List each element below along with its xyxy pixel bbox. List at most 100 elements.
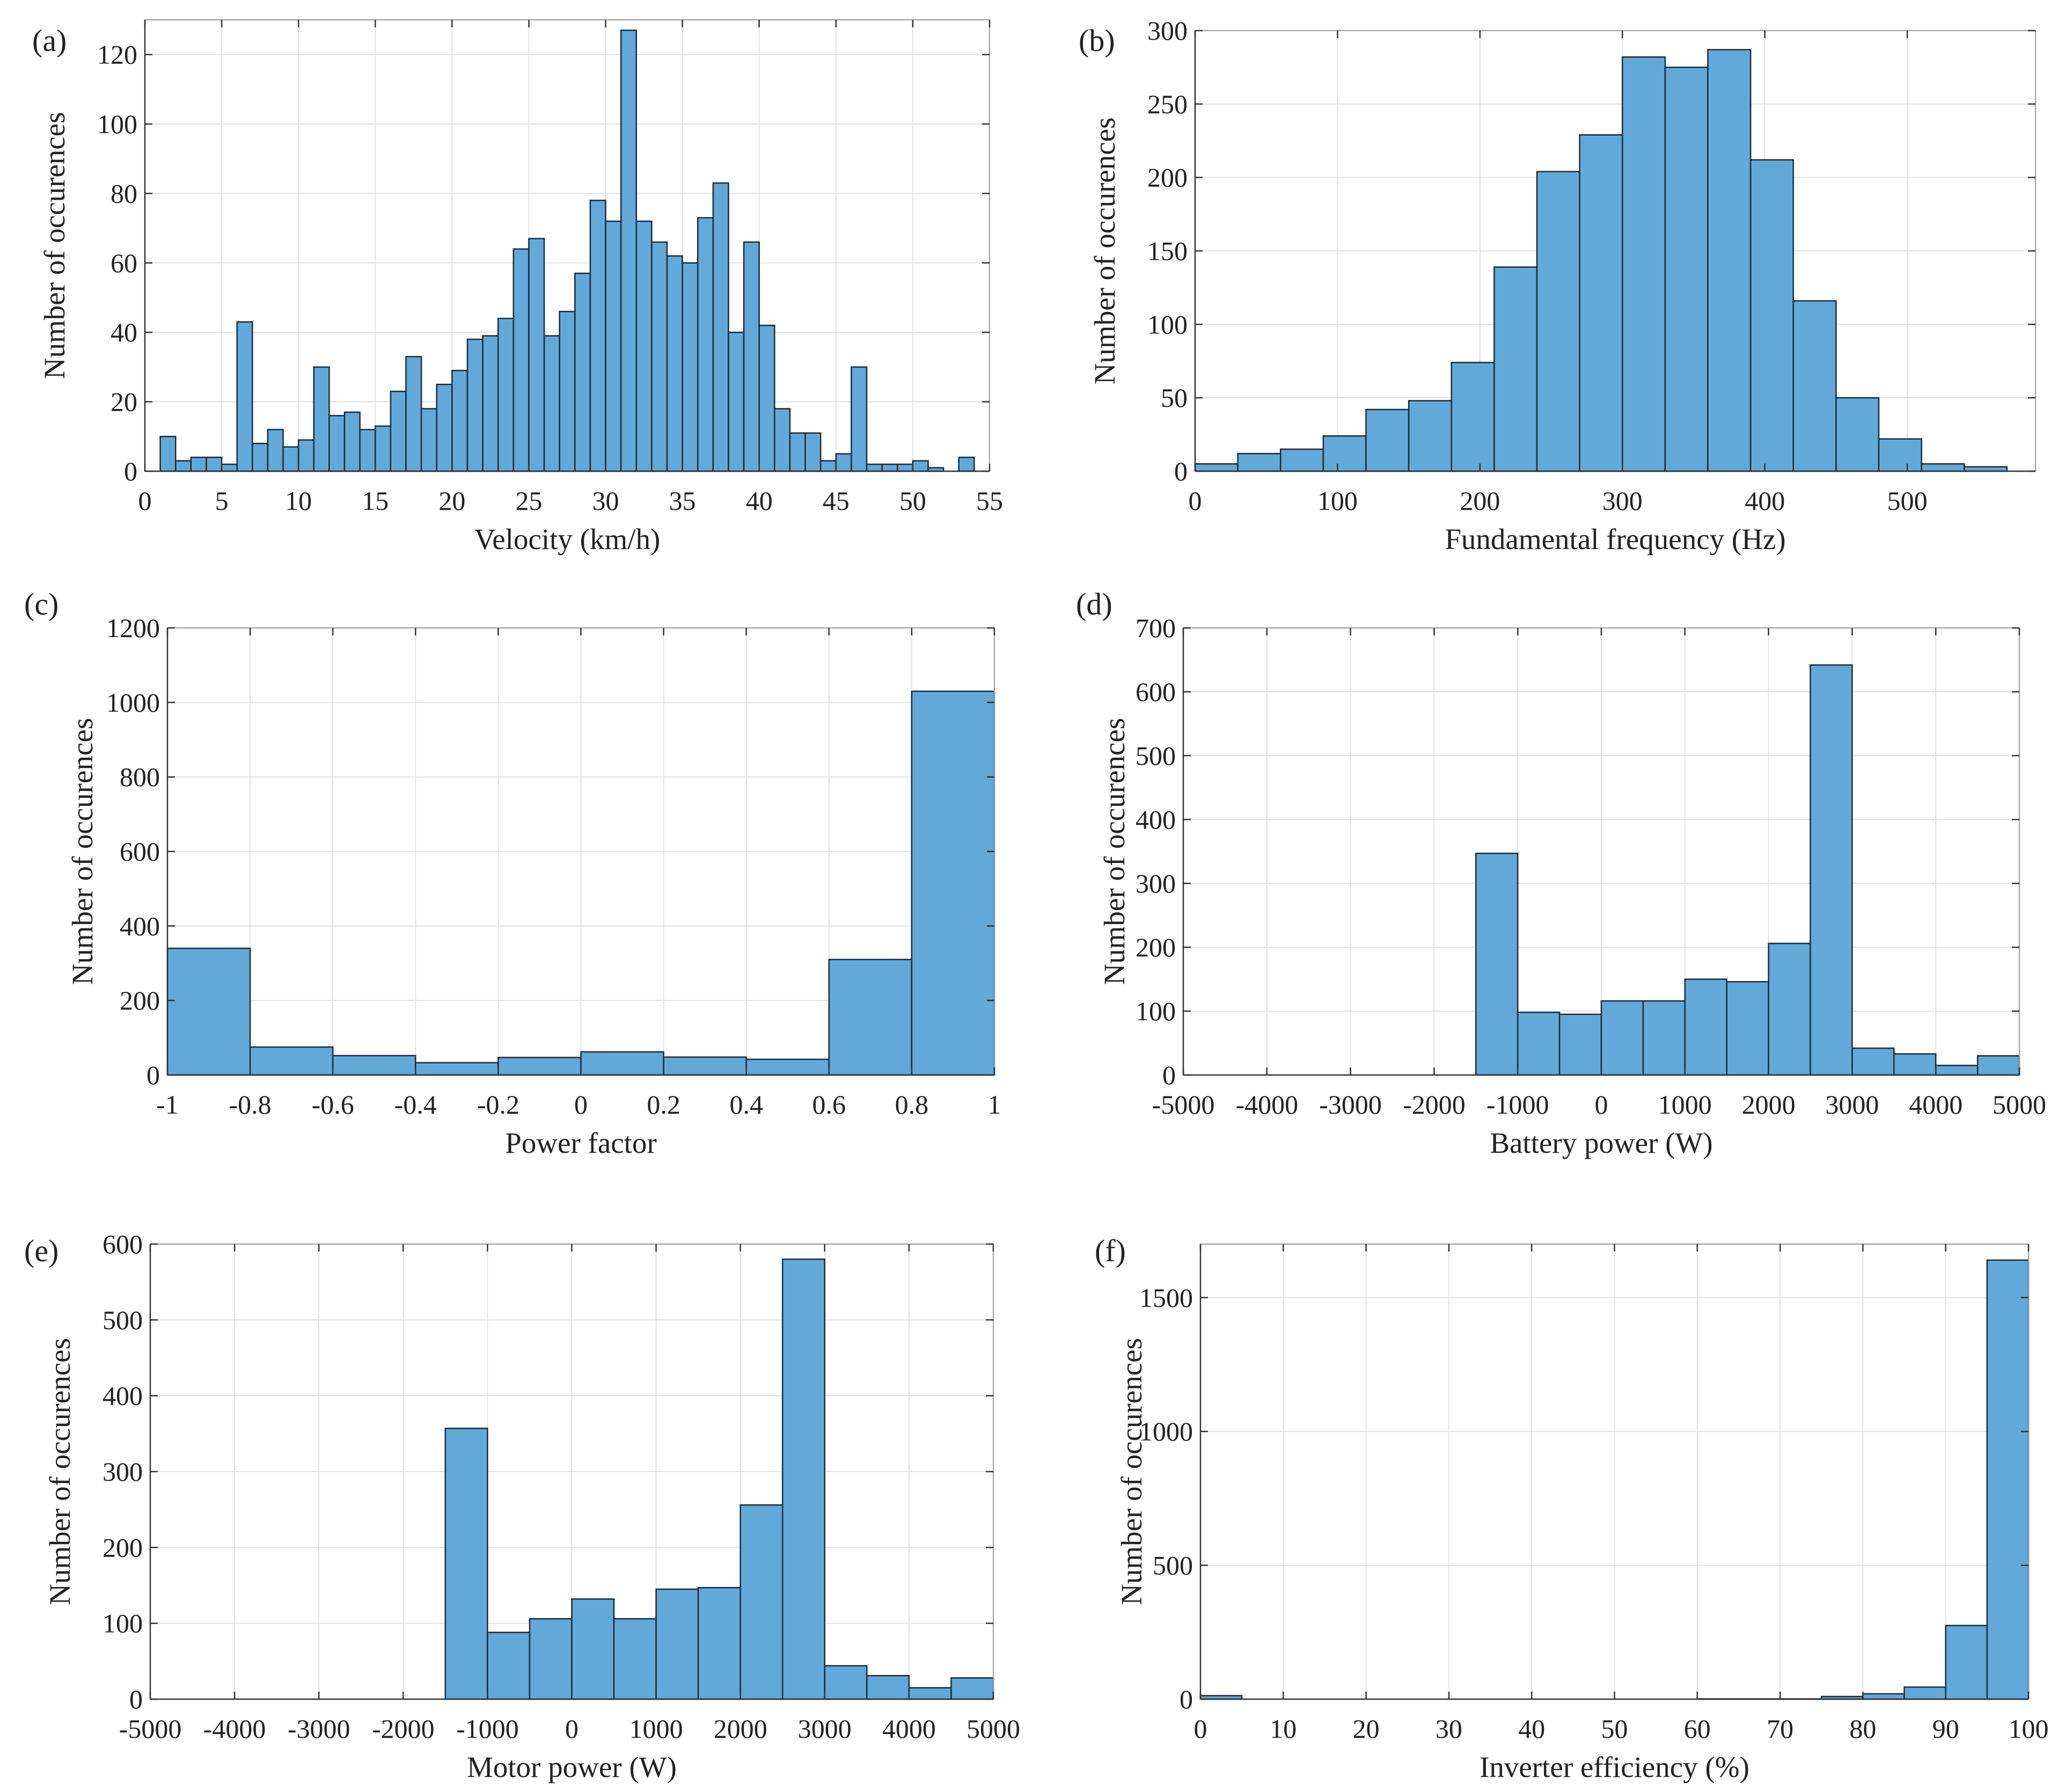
histogram-bar	[580, 1051, 664, 1076]
histogram-bar	[1945, 1625, 1988, 1700]
panel-b: 0 100 200 300 400 500 0 50 100 150 200 250 300 Fundam…	[1079, 16, 2036, 555]
y-tick-label: 200	[102, 1532, 143, 1562]
x-tick-label: 5000	[1993, 1089, 2046, 1120]
histogram-bar	[635, 220, 653, 472]
x-tick-label: 4000	[1909, 1089, 1962, 1120]
x-tick-label: 0	[138, 486, 152, 516]
x-tick-label: -0.2	[477, 1089, 519, 1120]
y-tick-label: 150	[1147, 236, 1188, 266]
x-tick-label: 80	[1849, 1714, 1876, 1744]
y-tick-label: 1000	[1139, 1416, 1193, 1446]
x-tick-label: 1	[988, 1089, 1001, 1120]
histogram-bar	[912, 460, 929, 472]
x-axis-label: Inverter efficiency (%)	[1480, 1751, 1749, 1783]
histogram-bar	[697, 217, 714, 472]
histogram-bar	[835, 453, 852, 472]
histogram-bar	[1903, 1686, 1946, 1700]
y-axis-label: Number of occurences	[1088, 118, 1121, 385]
x-axis-label: Battery power (W)	[1490, 1127, 1712, 1159]
x-tick-label: 0	[1194, 1714, 1207, 1744]
histogram-bar	[1365, 408, 1410, 472]
histogram-bar	[620, 30, 638, 472]
y-tick-label: 300	[102, 1457, 143, 1487]
x-tick-label: 0	[1595, 1089, 1608, 1120]
histogram-bar	[444, 1428, 488, 1700]
histogram-bar	[1475, 852, 1519, 1076]
histogram-bar	[828, 959, 913, 1076]
y-tick-label: 500	[1153, 1550, 1193, 1581]
histogram-bar	[897, 463, 914, 472]
histogram-bar	[1600, 1000, 1644, 1076]
histogram-bar	[466, 338, 484, 472]
histogram-bar	[739, 1504, 783, 1700]
x-tick-label: 0.8	[895, 1089, 929, 1120]
histogram-bar	[1194, 463, 1239, 472]
histogram-bar	[1749, 159, 1795, 472]
x-tick-label: 2000	[1742, 1089, 1796, 1120]
x-tick-label: 40	[1518, 1714, 1545, 1744]
x-tick-label: 0.2	[647, 1089, 680, 1120]
x-tick-label: 45	[823, 486, 849, 516]
x-tick-label: 90	[1932, 1714, 1959, 1744]
y-tick-label: 20	[111, 387, 137, 417]
histogram-bar	[908, 1687, 952, 1700]
y-tick-label: 1000	[106, 687, 160, 718]
y-tick-label: 0	[147, 1060, 160, 1090]
x-tick-label: -3000	[1319, 1089, 1382, 1120]
histogram-bar	[651, 241, 668, 472]
y-tick-label: 0	[129, 1684, 143, 1714]
histogram-bar	[728, 331, 745, 472]
histogram-bar	[328, 415, 346, 472]
panel-d: -5000 -4000 -3000 -2000 -1000 0 1000 2000 3000 40…	[1076, 587, 2046, 1159]
panel-c: -1 -0.8 -0.6 -0.4 -0.2 0 0.2 0.4 0.6 0.8 1 0 200 400 6…	[24, 587, 1001, 1159]
panel-a: 0 5 10 15 20 25 30 35 40 45 50 55 0 20 40 60 80 100 120 Vel…	[32, 19, 1003, 555]
x-tick-label: -0.4	[394, 1089, 437, 1120]
x-tick-label: 35	[669, 486, 696, 516]
x-tick-label: 60	[1684, 1714, 1711, 1744]
x-tick-label: 25	[515, 486, 542, 516]
histogram-bar	[528, 238, 545, 472]
x-tick-label: 0	[574, 1089, 588, 1120]
y-tick-label: 800	[120, 762, 160, 792]
x-tick-label: 4000	[882, 1714, 936, 1744]
histogram-bar	[174, 460, 192, 472]
panel-label: (c)	[24, 587, 58, 621]
y-tick-label: 400	[102, 1381, 143, 1411]
histogram-bar	[1851, 1047, 1895, 1076]
panel-label: (f)	[1095, 1233, 1126, 1268]
histogram-bar	[589, 200, 606, 472]
histogram-bar	[529, 1618, 573, 1700]
histogram-bar	[249, 1046, 334, 1076]
y-tick-label: 400	[120, 911, 160, 941]
histogram-bar	[1408, 400, 1453, 472]
histogram-bar	[190, 456, 207, 472]
histogram-bar	[655, 1588, 699, 1700]
x-tick-label: 3000	[798, 1714, 852, 1744]
y-tick-label: 50	[1161, 383, 1188, 413]
y-tick-label: 0	[1162, 1060, 1176, 1090]
x-tick-label: 10	[285, 486, 312, 516]
x-tick-label: -0.8	[229, 1089, 272, 1120]
histogram-bar	[1579, 134, 1623, 472]
histogram-bar	[1684, 978, 1727, 1076]
y-tick-label: 600	[1136, 677, 1176, 707]
x-tick-label: 5000	[966, 1714, 1020, 1744]
histogram-bar	[1322, 435, 1367, 472]
histogram-bar	[745, 1058, 830, 1076]
panel-e: -5000 -4000 -3000 -2000 -1000 0 1000 2000 3000 40…	[24, 1229, 1020, 1783]
y-tick-label: 500	[102, 1305, 143, 1335]
histogram-bar	[712, 182, 729, 472]
y-tick-label: 600	[120, 837, 160, 867]
histogram-bar	[313, 366, 330, 472]
x-tick-label: -1	[156, 1089, 179, 1120]
histogram-bar	[166, 947, 251, 1076]
y-axis-label: Number of occurences	[43, 1338, 76, 1605]
histogram-bar	[1451, 362, 1495, 472]
x-tick-label: -4000	[203, 1714, 266, 1744]
histogram-bar	[436, 384, 453, 472]
histogram-bar	[1707, 49, 1752, 472]
histogram-bar	[415, 1062, 499, 1076]
histogram-bar	[559, 311, 576, 472]
x-tick-label: 500	[1887, 486, 1928, 516]
